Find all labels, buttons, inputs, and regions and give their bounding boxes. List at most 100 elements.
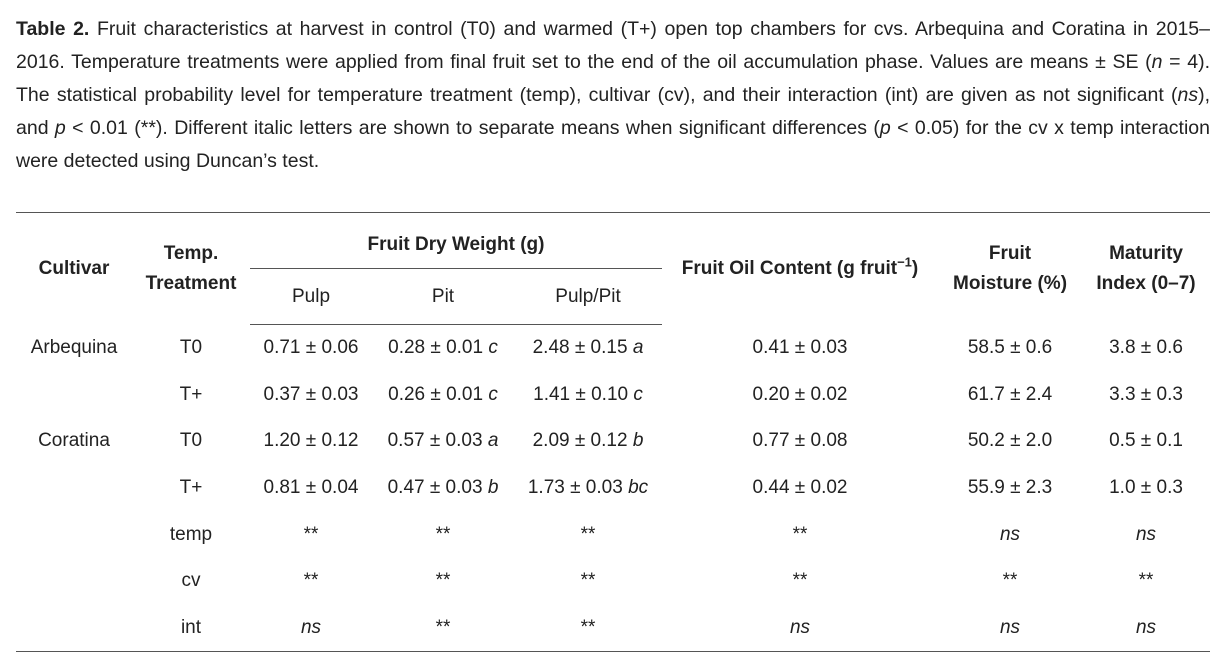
cell-text: ** bbox=[792, 570, 808, 592]
value-cell: 0.5 ± 0.1 bbox=[1082, 418, 1210, 465]
caption-label: Table 2. bbox=[16, 18, 90, 40]
cell-text: ** bbox=[792, 523, 808, 545]
cell-text: 0.57 ± 0.03 bbox=[387, 430, 483, 452]
cell-text: 0.71 ± 0.06 bbox=[263, 337, 359, 359]
empty-cell bbox=[16, 511, 132, 558]
value-cell: ** bbox=[662, 558, 938, 605]
header-text: ) bbox=[911, 257, 919, 279]
header-row: Pulp Pit Pulp/Pit bbox=[16, 268, 1210, 325]
cell-text: 50.2 ± 2.0 bbox=[967, 430, 1053, 452]
table-header: Cultivar Temp. Treatment Fruit Dry Weight… bbox=[16, 212, 1210, 325]
significance-letter: b bbox=[632, 430, 644, 452]
cell-text: ns bbox=[789, 616, 811, 638]
value-cell: 0.41 ± 0.03 bbox=[662, 325, 938, 372]
caption-text: p bbox=[54, 117, 66, 139]
caption-text: p bbox=[879, 117, 891, 139]
treatment-cell: T+ bbox=[179, 383, 203, 405]
header-cell: Cultivar bbox=[38, 257, 110, 279]
cell-text: ns bbox=[300, 616, 322, 638]
header-cell: Fruit Moisture (%) bbox=[938, 213, 1082, 325]
value-cell: 1.73 ± 0.03 bc bbox=[514, 465, 662, 512]
cell-text: 0.41 ± 0.03 bbox=[752, 336, 848, 358]
cell-text: 1.41 ± 0.10 bbox=[533, 383, 629, 405]
cell-text: ** bbox=[435, 523, 451, 545]
value-cell: ** bbox=[250, 511, 372, 558]
value-cell: ** bbox=[514, 558, 662, 605]
value-cell: 0.44 ± 0.02 bbox=[662, 465, 938, 512]
cell-text: 0.44 ± 0.02 bbox=[752, 476, 848, 498]
header-line: Treatment bbox=[145, 272, 237, 294]
value-cell: 50.2 ± 2.0 bbox=[938, 418, 1082, 465]
caption-text: ), and bbox=[16, 84, 1210, 139]
treatment-cell: T+ bbox=[179, 476, 203, 498]
cell-text: 0.81 ± 0.04 bbox=[263, 476, 359, 498]
cell-text: ** bbox=[580, 523, 596, 545]
value-cell: ** bbox=[1082, 558, 1210, 605]
cell-text: 0.20 ± 0.02 bbox=[752, 383, 848, 405]
cell-text: 0.47 ± 0.03 bbox=[387, 476, 483, 498]
significance-letter: b bbox=[487, 476, 499, 498]
value-cell: ** bbox=[250, 558, 372, 605]
cell-text: ** bbox=[1138, 570, 1154, 592]
value-cell: 0.81 ± 0.04 bbox=[250, 465, 372, 512]
value-cell: 0.71 ± 0.06 bbox=[250, 325, 372, 372]
sub-header: Pit bbox=[372, 268, 514, 325]
value-cell: 58.5 ± 0.6 bbox=[938, 325, 1082, 372]
treatment-cell: cv bbox=[181, 570, 201, 592]
header-cell: Fruit Oil Content (g fruit−1) bbox=[662, 213, 938, 325]
table-row: cv ** ** ** ** ** ** bbox=[16, 558, 1210, 605]
value-cell: ** bbox=[938, 558, 1082, 605]
value-cell: 0.37 ± 0.03 bbox=[250, 371, 372, 418]
treatment-cell: int bbox=[180, 616, 202, 638]
table-body: Arbequina T0 0.71 ± 0.06 0.28 ± 0.01 c 2.48 … bbox=[16, 325, 1210, 652]
cell-text: ns bbox=[1135, 616, 1157, 638]
sub-header: Pulp bbox=[250, 268, 372, 325]
value-cell: 0.28 ± 0.01 c bbox=[372, 325, 514, 372]
table: Cultivar Temp. Treatment Fruit Dry Weight… bbox=[16, 212, 1211, 652]
cell-text: 3.3 ± 0.3 bbox=[1109, 383, 1183, 405]
header-row: Cultivar Temp. Treatment Fruit Dry Weight… bbox=[16, 212, 1210, 294]
empty-cell bbox=[16, 465, 132, 512]
cell-text: ns bbox=[999, 616, 1021, 638]
cell-text: 1.20 ± 0.12 bbox=[263, 430, 359, 452]
cell-text: ** bbox=[580, 616, 596, 638]
value-cell: ** bbox=[514, 511, 662, 558]
value-cell: 55.9 ± 2.3 bbox=[938, 465, 1082, 512]
value-cell: ** bbox=[372, 605, 514, 652]
cultivar-cell: Arbequina bbox=[30, 336, 118, 358]
value-cell: ns bbox=[1082, 605, 1210, 652]
value-cell: ns bbox=[662, 605, 938, 652]
caption: Table 2. Fruit characteristics at harves… bbox=[16, 13, 1210, 178]
table-row: Coratina T0 1.20 ± 0.12 0.57 ± 0.03 a 2.09 ±… bbox=[16, 418, 1210, 465]
caption-text: = 4). The statistical probability level … bbox=[16, 51, 1210, 106]
cell-text: ns bbox=[999, 523, 1021, 545]
header-line: Fruit bbox=[988, 242, 1032, 264]
value-cell: 0.57 ± 0.03 a bbox=[372, 418, 514, 465]
treatment-cell: T0 bbox=[179, 336, 203, 358]
value-cell: ** bbox=[372, 558, 514, 605]
cell-text: 58.5 ± 0.6 bbox=[967, 336, 1053, 358]
cell-text: ** bbox=[1002, 570, 1018, 592]
header-line: Maturity bbox=[1109, 242, 1183, 264]
value-cell: 0.47 ± 0.03 b bbox=[372, 465, 514, 512]
sub-header: Pulp/Pit bbox=[514, 268, 663, 325]
cell-text: 55.9 ± 2.3 bbox=[967, 476, 1053, 498]
cell-text: 1.73 ± 0.03 bbox=[527, 476, 623, 498]
header-line: Temp. bbox=[163, 242, 219, 264]
cell-text: 2.09 ± 0.12 bbox=[532, 430, 628, 452]
cell-text: ** bbox=[303, 570, 319, 592]
value-cell: ns bbox=[250, 605, 372, 652]
value-cell: ** bbox=[514, 605, 662, 652]
header-text: Fruit Oil Content (g fruit bbox=[681, 257, 898, 279]
caption-text: n bbox=[1151, 51, 1163, 73]
header-sup: −1 bbox=[897, 254, 912, 270]
caption-text: Fruit characteristics at harvest in cont… bbox=[16, 18, 1210, 73]
cell-text: 61.7 ± 2.4 bbox=[967, 383, 1053, 405]
cell-text: 1.0 ± 0.3 bbox=[1109, 476, 1183, 498]
value-cell: ns bbox=[938, 605, 1082, 652]
significance-letter: c bbox=[633, 383, 643, 405]
significance-letter: c bbox=[488, 383, 498, 405]
value-cell: 2.09 ± 0.12 b bbox=[514, 418, 662, 465]
table-row: int ns ** ** ns ns ns bbox=[16, 605, 1210, 652]
value-cell: 3.8 ± 0.6 bbox=[1082, 325, 1210, 372]
